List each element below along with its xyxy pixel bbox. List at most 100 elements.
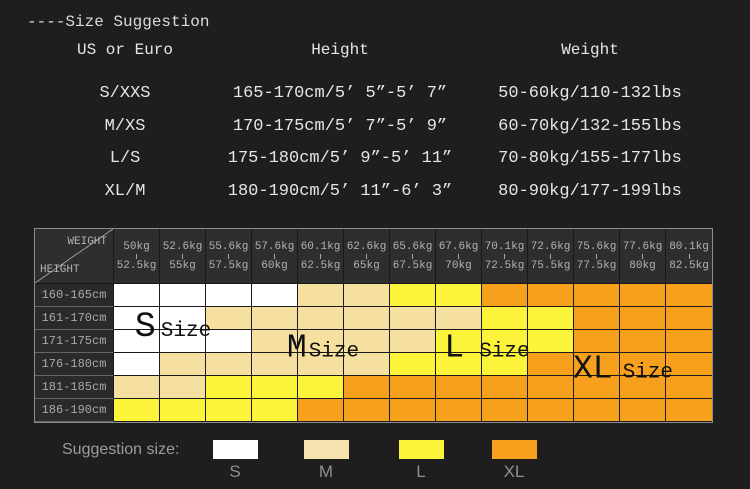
size-cell-s (114, 353, 160, 376)
weight-from: 80.1kg (669, 240, 709, 253)
size-cell-x (620, 376, 666, 399)
size-cell-m (206, 307, 252, 330)
size-cell-s (206, 284, 252, 307)
size-cell-m (298, 307, 344, 330)
weight-to: 52.5kg (116, 259, 157, 272)
height-cell: 170-175cm/5’ 7”-5’ 9” (232, 116, 448, 136)
range-tick (596, 253, 597, 259)
overlay-xl-size: XL Size (572, 350, 674, 388)
legend-item: L (391, 440, 451, 482)
weight-column-header: 67.6kg 70kg (436, 229, 482, 284)
size-cell-m (436, 307, 482, 330)
weight-column-header: 70.1kg 72.5kg (482, 229, 528, 284)
size-cell-x (528, 353, 574, 376)
range-tick (182, 253, 183, 259)
weight-from: 65.6kg (392, 240, 433, 253)
size-cell-m (298, 353, 344, 376)
size-cell-x (620, 330, 666, 353)
size-cell-x (620, 353, 666, 376)
weight-cell: 60-70kg/132-155lbs (498, 116, 682, 136)
page-title: ----Size Suggestion (27, 13, 210, 31)
weight-column-header: 77.6kg 80kg (620, 229, 666, 284)
size-cell-l (482, 330, 528, 353)
corner-weight-label: WEIGHT (67, 236, 107, 248)
overlay-l-size: L Size (444, 329, 530, 367)
size-cell-s (160, 307, 206, 330)
size-cell-x (344, 399, 390, 421)
weight-to: 75.5kg (530, 259, 571, 272)
size-cell-x (482, 284, 528, 307)
size-cell-x (574, 330, 620, 353)
size-cell-m (344, 330, 390, 353)
size-cell-m (344, 307, 390, 330)
size-cell-l (436, 353, 482, 376)
legend-size-label: XL (503, 462, 525, 481)
weight-from: 67.6kg (438, 240, 479, 253)
height-cell: 175-180cm/5’ 9”-5’ 11” (227, 149, 453, 168)
size-cell: S/XXS (99, 84, 151, 103)
weight-to: 60kg (261, 259, 288, 272)
size-cell-x (482, 376, 528, 399)
height-cell: 180-190cm/5’ 11”-6’ 3” (227, 181, 453, 201)
weight-from: 72.6kg (530, 240, 571, 253)
size-cell-s (160, 284, 206, 307)
size-cell-l (390, 284, 436, 307)
size-cell-m (160, 353, 206, 376)
size-cell-x (390, 376, 436, 399)
size-cell: L/S (109, 149, 141, 168)
size-cell-m (298, 330, 344, 353)
size-cell-m (390, 330, 436, 353)
size-cell-x (436, 399, 482, 421)
range-tick (504, 253, 505, 259)
size-cell-x (620, 284, 666, 307)
size-cell-l (114, 399, 160, 422)
size-cell-x (574, 399, 620, 421)
range-tick (458, 253, 459, 259)
range-tick (320, 253, 321, 259)
weight-column-header: 62.6kg 65kg (344, 229, 390, 284)
height-row-label: 181-185cm (35, 376, 114, 399)
range-tick (412, 253, 413, 259)
legend-label: Suggestion size: (62, 441, 180, 458)
legend-size-label: S (229, 462, 241, 481)
legend-size-label: L (416, 462, 426, 481)
weight-from: 75.6kg (576, 240, 617, 253)
size-cell-m (114, 376, 160, 399)
weight-to: 62.5kg (300, 259, 341, 272)
size-info-row: L/S 175-180cm/5’ 9”-5’ 11” 70-80kg/155-177… (50, 143, 700, 176)
legend-item: XL (484, 440, 544, 482)
size-cell-x (528, 284, 574, 307)
overlay-s-size: S Size (134, 307, 212, 347)
size-heatmap-grid: WEIGHT HEIGHT 50kg 52.5kg 52.6kg 55kg 55.6kg… (34, 228, 713, 423)
size-cell-l (252, 376, 298, 399)
size-cell-l (528, 330, 574, 353)
size-cell-m (252, 353, 298, 376)
weight-column-header: 57.6kg 60kg (252, 229, 298, 284)
size-info-row: M/XS 170-175cm/5’ 7”-5’ 9” 60-70kg/132-155… (50, 111, 700, 144)
weight-column-header: 72.6kg 75.5kg (528, 229, 574, 284)
height-row-label: 171-175cm (35, 330, 114, 353)
size-info-header-row: US or Euro Height Weight (50, 38, 700, 78)
size-cell-x (390, 399, 436, 421)
size-cell-l (482, 307, 528, 330)
weight-to: 77.5kg (576, 259, 617, 272)
weight-from: 77.6kg (622, 240, 663, 253)
size-cell-m (252, 330, 298, 353)
size-cell-x (298, 399, 344, 421)
weight-to: 82.5kg (669, 259, 709, 272)
legend-swatch-m (303, 440, 349, 459)
size-cell: M/XS (104, 116, 146, 136)
size-cell-m (160, 376, 206, 399)
size-cell-x (666, 353, 712, 376)
weight-to: 65kg (353, 259, 380, 272)
size-cell-x (574, 376, 620, 399)
size-cell-l (436, 284, 482, 307)
size-cell-x (482, 399, 528, 421)
size-cell-s (160, 330, 206, 353)
weight-column-header: 55.6kg 57.5kg (206, 229, 252, 284)
size-cell-l (206, 399, 252, 422)
size-cell-s (114, 307, 160, 330)
legend-item: S (205, 440, 265, 482)
size-info-header-size: US or Euro (76, 41, 173, 59)
height-row-label: 160-165cm (35, 284, 114, 307)
